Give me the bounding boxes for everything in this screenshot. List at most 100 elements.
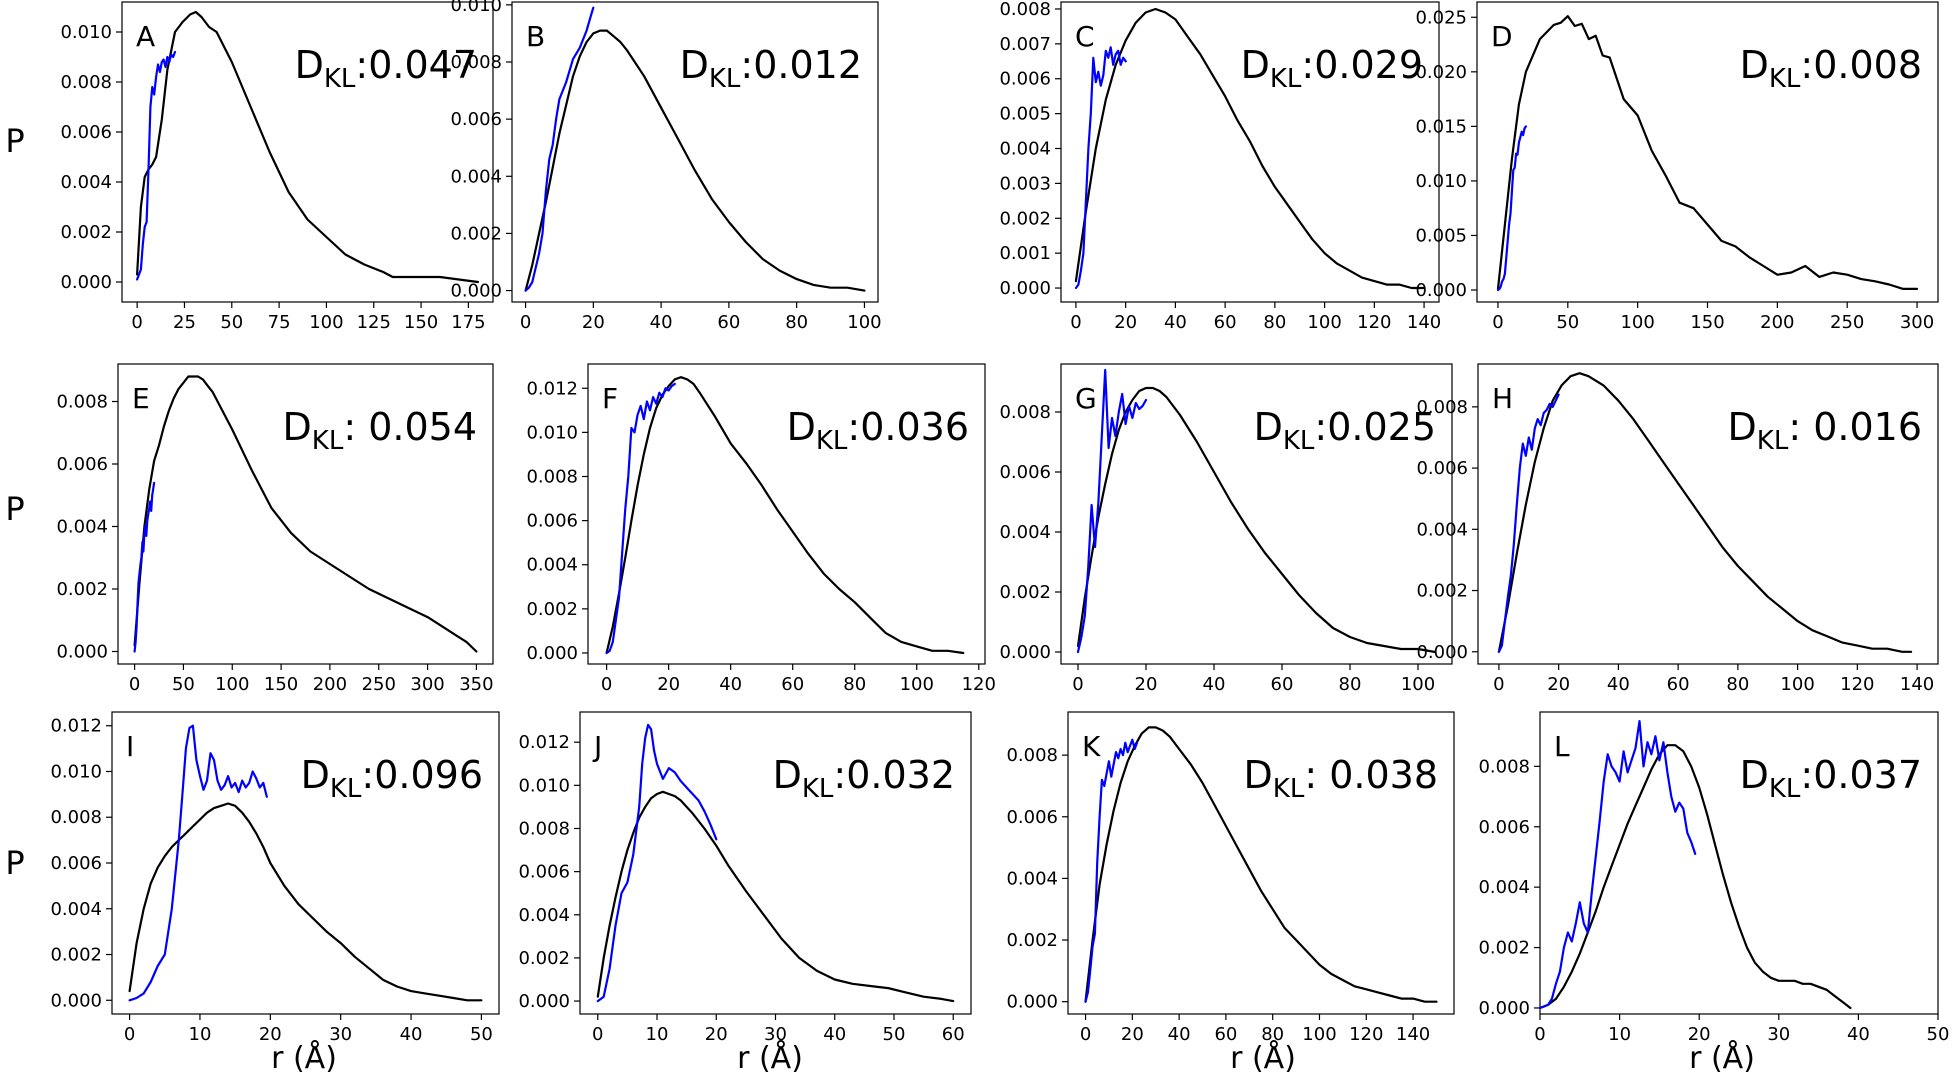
panel-a-letter: A	[136, 20, 155, 53]
panel-a-xtick-label: 100	[309, 312, 343, 333]
panel-l-black-curve	[1538, 744, 1852, 1010]
panel-j: 0 10 20 30 40 50 60 0.000 0.002 0.004 0.006 0.008 0.…	[518, 711, 972, 1045]
panel-i-xtick-label: 10	[189, 1024, 212, 1045]
panel-j-black-curve	[596, 790, 955, 1003]
panel-f-ytick-label: 0.002	[526, 599, 578, 620]
panel-c-xtick-label: 20	[1114, 312, 1137, 333]
panel-d-ytick-label: 0.020	[1415, 62, 1467, 83]
panel-e-ytick-label: 0.000	[56, 642, 108, 663]
panel-h-xtick-label: 0	[1493, 674, 1504, 695]
panel-d-xtick-label: 0	[1492, 312, 1503, 333]
panel-a-ytick-label: 0.002	[60, 222, 112, 243]
panel-i-xtick-label: 50	[470, 1024, 493, 1045]
panel-j-xtick-label: 30	[764, 1024, 787, 1045]
panel-l-xtick-label: 30	[1767, 1024, 1790, 1045]
panel-c-frame	[1060, 1, 1440, 303]
panel-e-dkl-label: DKL: 0.054	[283, 405, 477, 456]
panel-l-blue-curve	[1538, 719, 1697, 1010]
panel-i-blue-curve	[128, 724, 268, 1002]
panel-f-letter: F	[602, 382, 618, 415]
panel-c-dkl-label: DKL:0.029	[1241, 43, 1423, 94]
panel-k-xtick-label: 60	[1214, 1024, 1237, 1045]
panel-d-black-curve	[1496, 15, 1919, 290]
panel-j-xtick-label: 0	[592, 1024, 603, 1045]
panel-c-ytick-label: 0.003	[999, 173, 1051, 194]
panel-d-xtick-label: 250	[1830, 312, 1864, 333]
panel-j-ytick-label: 0.002	[518, 948, 570, 969]
panel-k-blue-curve	[1084, 738, 1139, 1003]
panel-b-xtick-label: 100	[847, 312, 881, 333]
panel-i-black-curve	[128, 802, 483, 1002]
panel-a-ytick-label: 0.010	[60, 22, 112, 43]
panel-h-letter: H	[1492, 382, 1513, 415]
panel-b: 0 20 40 60 80 100 0.000 0.002 0.004 0.006 0.008 0.0…	[450, 0, 881, 333]
panel-h: 0 20 40 60 80 100 120 140 0.000 0.002 0.004 0.006 0.…	[1416, 363, 1939, 695]
panel-a-xtick-label: 0	[131, 312, 142, 333]
panel-e-xtick-label: 300	[410, 674, 444, 695]
panel-a-dkl-label: DKL:0.047	[295, 43, 477, 94]
panel-e-ytick-label: 0.004	[56, 517, 108, 538]
panel-a-ytick-label: 0.008	[60, 72, 112, 93]
panel-d-ytick-label: 0.000	[1415, 280, 1467, 301]
panel-d-xtick-label: 300	[1900, 312, 1934, 333]
panel-a-xtick-label: 150	[404, 312, 438, 333]
panel-l-xtick-label: 0	[1534, 1024, 1545, 1045]
panel-h-blue-curve	[1497, 393, 1560, 653]
panel-h-xtick-label: 140	[1900, 674, 1934, 695]
panel-g-xtick-label: 80	[1339, 674, 1362, 695]
panel-a-xtick-label: 50	[220, 312, 243, 333]
panel-d: 0 50 100 150 200 250 300 0.000 0.005 0.010 0.015 0.…	[1415, 1, 1939, 333]
panel-l-ytick-label: 0.000	[1478, 998, 1530, 1019]
panel-a-ytick-label: 0.004	[60, 172, 112, 193]
panel-b-xtick-label: 20	[582, 312, 605, 333]
panel-e-xtick-label: 250	[362, 674, 396, 695]
y-axis-label-row-1: P	[5, 122, 24, 160]
panel-l-letter: L	[1554, 730, 1570, 763]
panel-g-frame	[1060, 363, 1453, 665]
panel-j-blue-curve	[596, 723, 718, 1003]
panel-i-dkl-label: DKL:0.096	[301, 753, 483, 804]
panel-f-xtick-label: 80	[843, 674, 866, 695]
panel-f-xtick-label: 20	[657, 674, 680, 695]
y-axis-label-row-2: P	[5, 490, 24, 528]
panel-k-xtick-label: 100	[1302, 1024, 1336, 1045]
panel-j-ytick-label: 0.006	[518, 862, 570, 883]
x-axis-label-col-1: r (Å)	[271, 1040, 337, 1075]
panel-j-frame	[579, 711, 972, 1015]
panel-j-ytick-label: 0.004	[518, 905, 570, 926]
panel-j-xtick-label: 60	[942, 1024, 965, 1045]
panel-b-blue-curve	[524, 6, 595, 292]
panel-d-ytick-label: 0.025	[1415, 7, 1467, 28]
panel-b-xtick-label: 40	[650, 312, 673, 333]
panel-k-ytick-label: 0.000	[1006, 992, 1058, 1013]
panel-d-ytick-label: 0.005	[1415, 225, 1467, 246]
panel-f-blue-curve	[605, 382, 676, 655]
panel-h-xtick-label: 40	[1607, 674, 1630, 695]
panel-g-ytick-label: 0.000	[999, 642, 1051, 663]
panel-b-ytick-label: 0.002	[450, 223, 502, 244]
panel-f-ytick-label: 0.010	[526, 422, 578, 443]
panel-h-black-curve	[1497, 372, 1913, 653]
panel-b-xtick-label: 80	[785, 312, 808, 333]
panel-l-xtick-label: 20	[1688, 1024, 1711, 1045]
x-axis-label-col-4: r (Å)	[1689, 1040, 1755, 1075]
panel-i-xtick-label: 30	[329, 1024, 352, 1045]
panel-e-frame	[117, 363, 494, 665]
panel-k: 0 20 40 60 80 100 120 140 0.000 0.002 0.004 0.006 0.…	[1006, 711, 1455, 1045]
panel-g-black-curve	[1076, 386, 1437, 654]
panel-f-black-curve	[605, 376, 965, 655]
panel-h-ytick-label: 0.006	[1416, 458, 1468, 479]
panel-e-xtick-label: 0	[129, 674, 140, 695]
panel-a-black-curve	[136, 10, 479, 284]
panel-c-ytick-label: 0.002	[999, 208, 1051, 229]
panel-g-ytick-label: 0.004	[999, 522, 1051, 543]
panel-b-ytick-label: 0.004	[450, 166, 502, 187]
panel-h-xtick-label: 100	[1780, 674, 1814, 695]
panel-l-xtick-label: 10	[1608, 1024, 1631, 1045]
panel-c-ytick-label: 0.005	[999, 104, 1051, 125]
panel-b-ytick-label: 0.006	[450, 109, 502, 130]
panel-k-xtick-label: 0	[1080, 1024, 1091, 1045]
panel-e-xtick-label: 50	[172, 674, 195, 695]
panel-f-dkl-label: DKL:0.036	[787, 405, 969, 456]
panel-g-ytick-label: 0.002	[999, 582, 1051, 603]
